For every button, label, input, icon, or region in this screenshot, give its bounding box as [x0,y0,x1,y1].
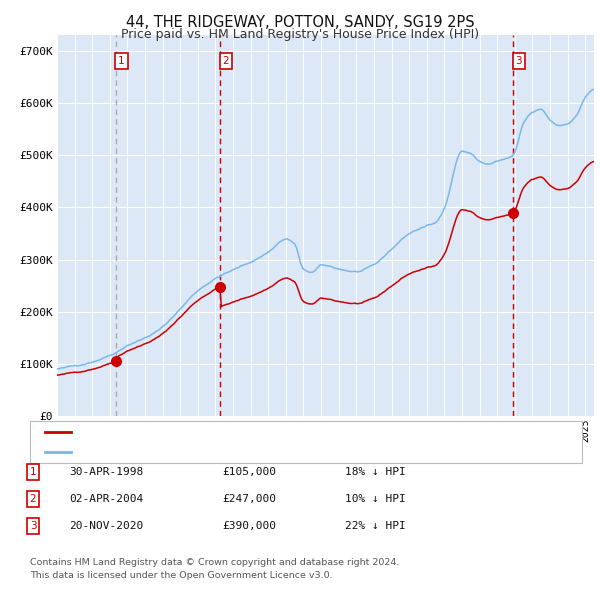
Text: Price paid vs. HM Land Registry's House Price Index (HPI): Price paid vs. HM Land Registry's House … [121,28,479,41]
Text: 2: 2 [223,56,229,66]
Text: 02-APR-2004: 02-APR-2004 [69,494,143,504]
Text: 20-NOV-2020: 20-NOV-2020 [69,522,143,531]
Text: 22% ↓ HPI: 22% ↓ HPI [345,522,406,531]
Text: 18% ↓ HPI: 18% ↓ HPI [345,467,406,477]
Text: HPI: Average price, detached house, Central Bedfordshire: HPI: Average price, detached house, Cent… [78,447,393,457]
Text: 1: 1 [29,467,37,477]
Text: 10% ↓ HPI: 10% ↓ HPI [345,494,406,504]
Text: 1: 1 [118,56,125,66]
Text: 44, THE RIDGEWAY, POTTON, SANDY, SG19 2PS (detached house): 44, THE RIDGEWAY, POTTON, SANDY, SG19 2P… [78,427,437,437]
Text: Contains HM Land Registry data © Crown copyright and database right 2024.: Contains HM Land Registry data © Crown c… [30,558,400,567]
Text: 3: 3 [29,522,37,531]
Text: This data is licensed under the Open Government Licence v3.0.: This data is licensed under the Open Gov… [30,571,332,580]
Text: £105,000: £105,000 [222,467,276,477]
Text: 30-APR-1998: 30-APR-1998 [69,467,143,477]
Text: 44, THE RIDGEWAY, POTTON, SANDY, SG19 2PS: 44, THE RIDGEWAY, POTTON, SANDY, SG19 2P… [125,15,475,30]
Text: 2: 2 [29,494,37,504]
Text: 3: 3 [515,56,522,66]
Text: £390,000: £390,000 [222,522,276,531]
Text: £247,000: £247,000 [222,494,276,504]
